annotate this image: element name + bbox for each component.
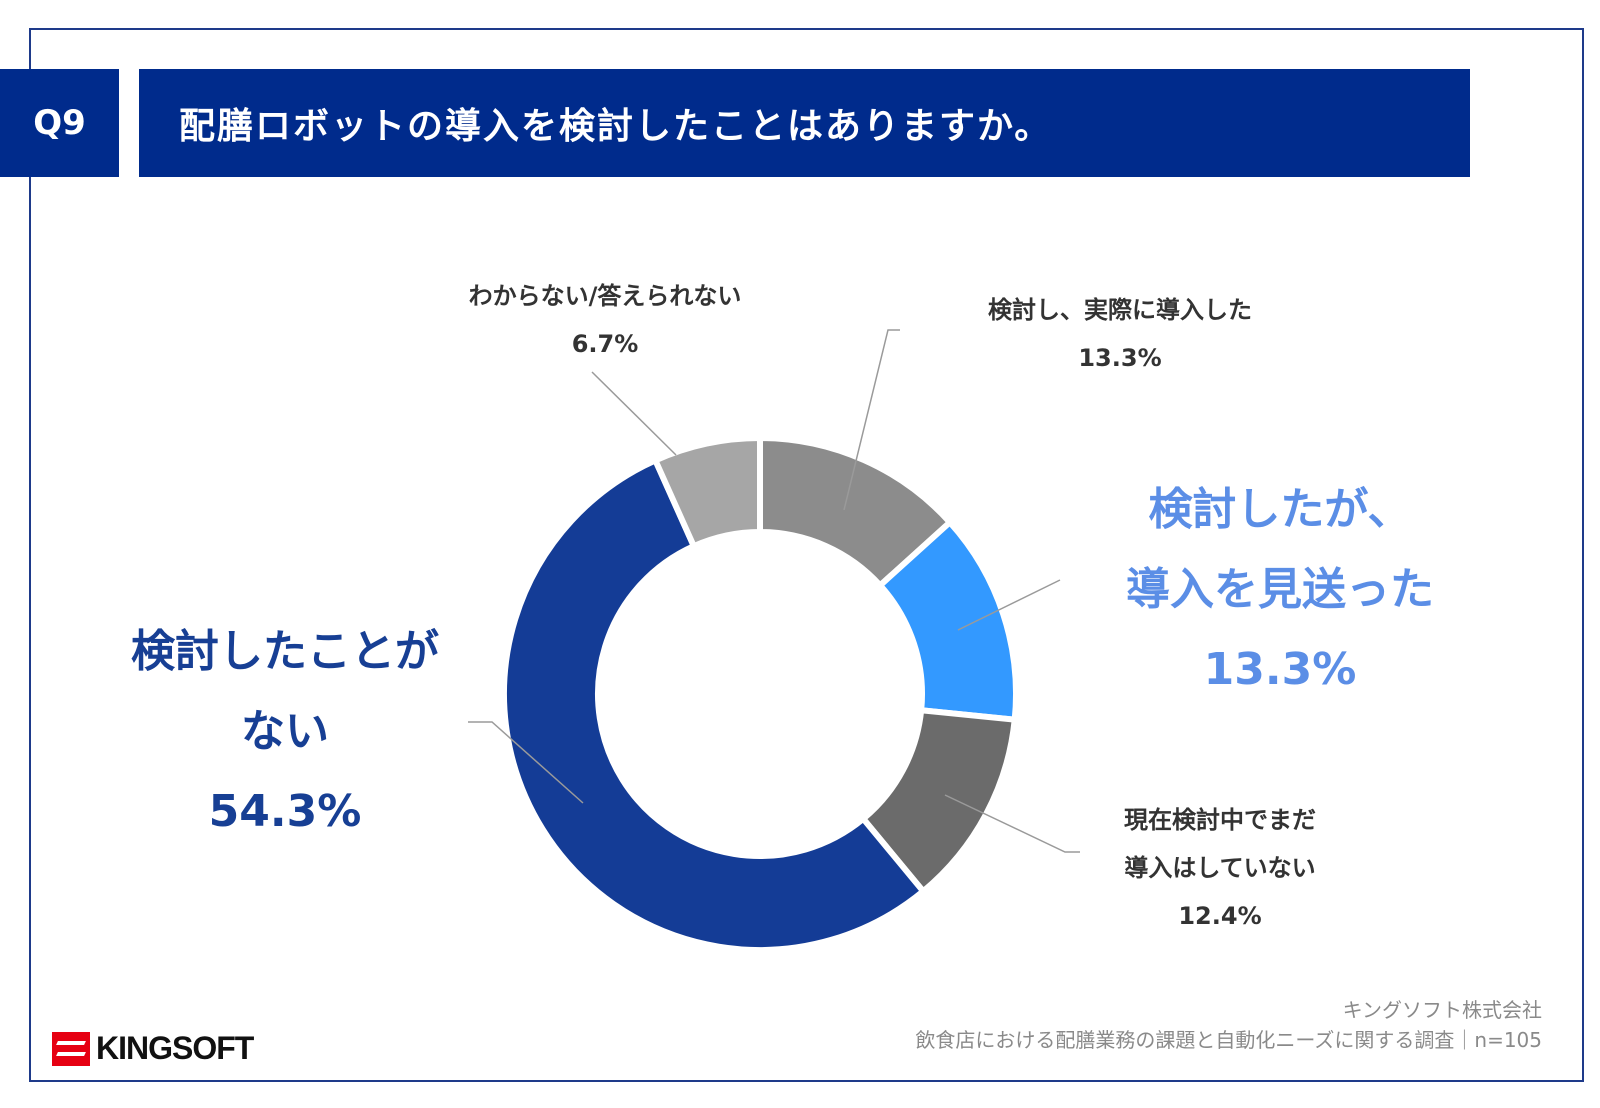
slice-never-considered [501, 456, 928, 953]
question-title: 配膳ロボットの導入を検討したことはありますか。 [139, 69, 1470, 177]
label-considered-not-adopted-text-2: 導入を見送った [1126, 564, 1434, 615]
footer-company: キングソフト株式会社 [1342, 998, 1542, 1022]
label-never-considered-text-2: ない [241, 706, 329, 757]
leader-under-consideration [944, 794, 1080, 853]
slice-unknown [651, 434, 763, 551]
label-under-consideration-text-1: 現在検討中でまだ [1124, 806, 1316, 834]
label-unknown-value: 6.7% [571, 330, 639, 358]
label-considered-not-adopted-value: 13.3% [1203, 644, 1357, 695]
leader-considered-not-adopted [957, 579, 1061, 631]
label-implemented-value: 13.3% [1078, 344, 1162, 372]
label-under-consideration-value: 12.4% [1178, 902, 1262, 930]
question-badge: Q9 [0, 69, 119, 177]
label-implemented-text: 検討し、実際に導入した [988, 296, 1252, 324]
footer-survey: 飲食店における配膳業務の課題と自動化ニーズに関する調査｜n=105 [915, 1028, 1542, 1052]
chart-frame [29, 28, 1584, 1082]
label-never-considered: 検討したことが ない 54.3% [100, 612, 470, 852]
leader-implemented [843, 329, 900, 511]
kingsoft-logo: KINGSOFT [52, 1030, 254, 1067]
kingsoft-logo-text: KINGSOFT [96, 1030, 254, 1066]
label-implemented: 検討し、実際に導入した 13.3% [940, 286, 1300, 382]
label-under-consideration-text-2: 導入はしていない [1124, 854, 1316, 882]
label-unknown-text: わからない/答えられない [468, 282, 742, 310]
kingsoft-logo-mark [52, 1031, 90, 1066]
label-considered-not-adopted: 検討したが、 導入を見送った 13.3% [1090, 470, 1470, 710]
leader-never-considered [468, 721, 584, 804]
footer-source: キングソフト株式会社 飲食店における配膳業務の課題と自動化ニーズに関する調査｜n… [915, 995, 1542, 1055]
label-considered-not-adopted-text-1: 検討したが、 [1148, 484, 1412, 535]
label-never-considered-value: 54.3% [208, 786, 362, 837]
label-under-consideration: 現在検討中でまだ 導入はしていない 12.4% [1090, 796, 1350, 940]
label-never-considered-text-1: 検討したことが [131, 626, 439, 677]
leader-unknown [591, 371, 677, 456]
label-unknown: わからない/答えられない 6.7% [420, 272, 790, 368]
